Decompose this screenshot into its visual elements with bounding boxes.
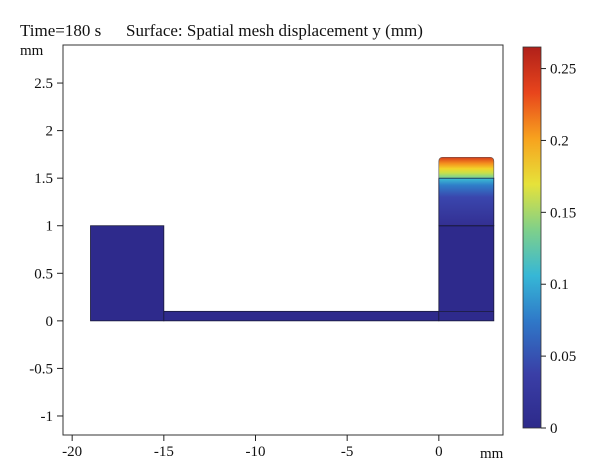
region-bottom-channel xyxy=(163,310,440,322)
y-tick-label-3: 0.5 xyxy=(34,266,53,282)
x-unit-label: mm xyxy=(480,446,504,462)
colorbar-tick-label-0: 0 xyxy=(550,421,558,437)
region-right-column-deformed-top xyxy=(438,156,495,179)
colorbar-tick-label-4: 0.2 xyxy=(550,133,569,149)
region-right-column-upper xyxy=(438,177,495,227)
y-tick-label-0: -1 xyxy=(41,409,54,425)
region-left-block xyxy=(90,225,165,322)
colorbar-tick-label-5: 0.25 xyxy=(550,62,576,78)
plot-area xyxy=(90,156,495,322)
axes: -20 -15 -10 -5 0 -1 -0.5 0 0.5 1 1.5 2 2.5 xyxy=(29,76,442,460)
x-tick-label-4: 0 xyxy=(435,444,443,460)
colorbar xyxy=(522,46,542,429)
region-right-column-base xyxy=(438,225,495,322)
y-tick-label-1: -0.5 xyxy=(29,361,53,377)
time-label: Time=180 s xyxy=(20,21,101,40)
colorbar-tick-label-3: 0.15 xyxy=(550,205,576,221)
y-tick-label-2: 0 xyxy=(46,314,54,330)
colorbar-ticks: 0 0.05 0.1 0.15 0.2 0.25 xyxy=(541,62,576,437)
x-tick-label-0: -20 xyxy=(62,444,82,460)
x-tick-label-2: -10 xyxy=(246,444,266,460)
y-tick-label-5: 1.5 xyxy=(34,171,53,187)
colorbar-tick-label-2: 0.1 xyxy=(550,277,569,293)
x-tick-label-3: -5 xyxy=(341,444,354,460)
x-tick-label-1: -15 xyxy=(154,444,174,460)
y-tick-label-6: 2 xyxy=(46,124,54,140)
y-tick-label-7: 2.5 xyxy=(34,76,53,92)
y-tick-label-4: 1 xyxy=(46,219,54,235)
y-unit-label: mm xyxy=(20,43,44,59)
colorbar-tick-label-1: 0.05 xyxy=(550,349,576,365)
surface-title: Surface: Spatial mesh displacement y (mm… xyxy=(126,21,423,40)
